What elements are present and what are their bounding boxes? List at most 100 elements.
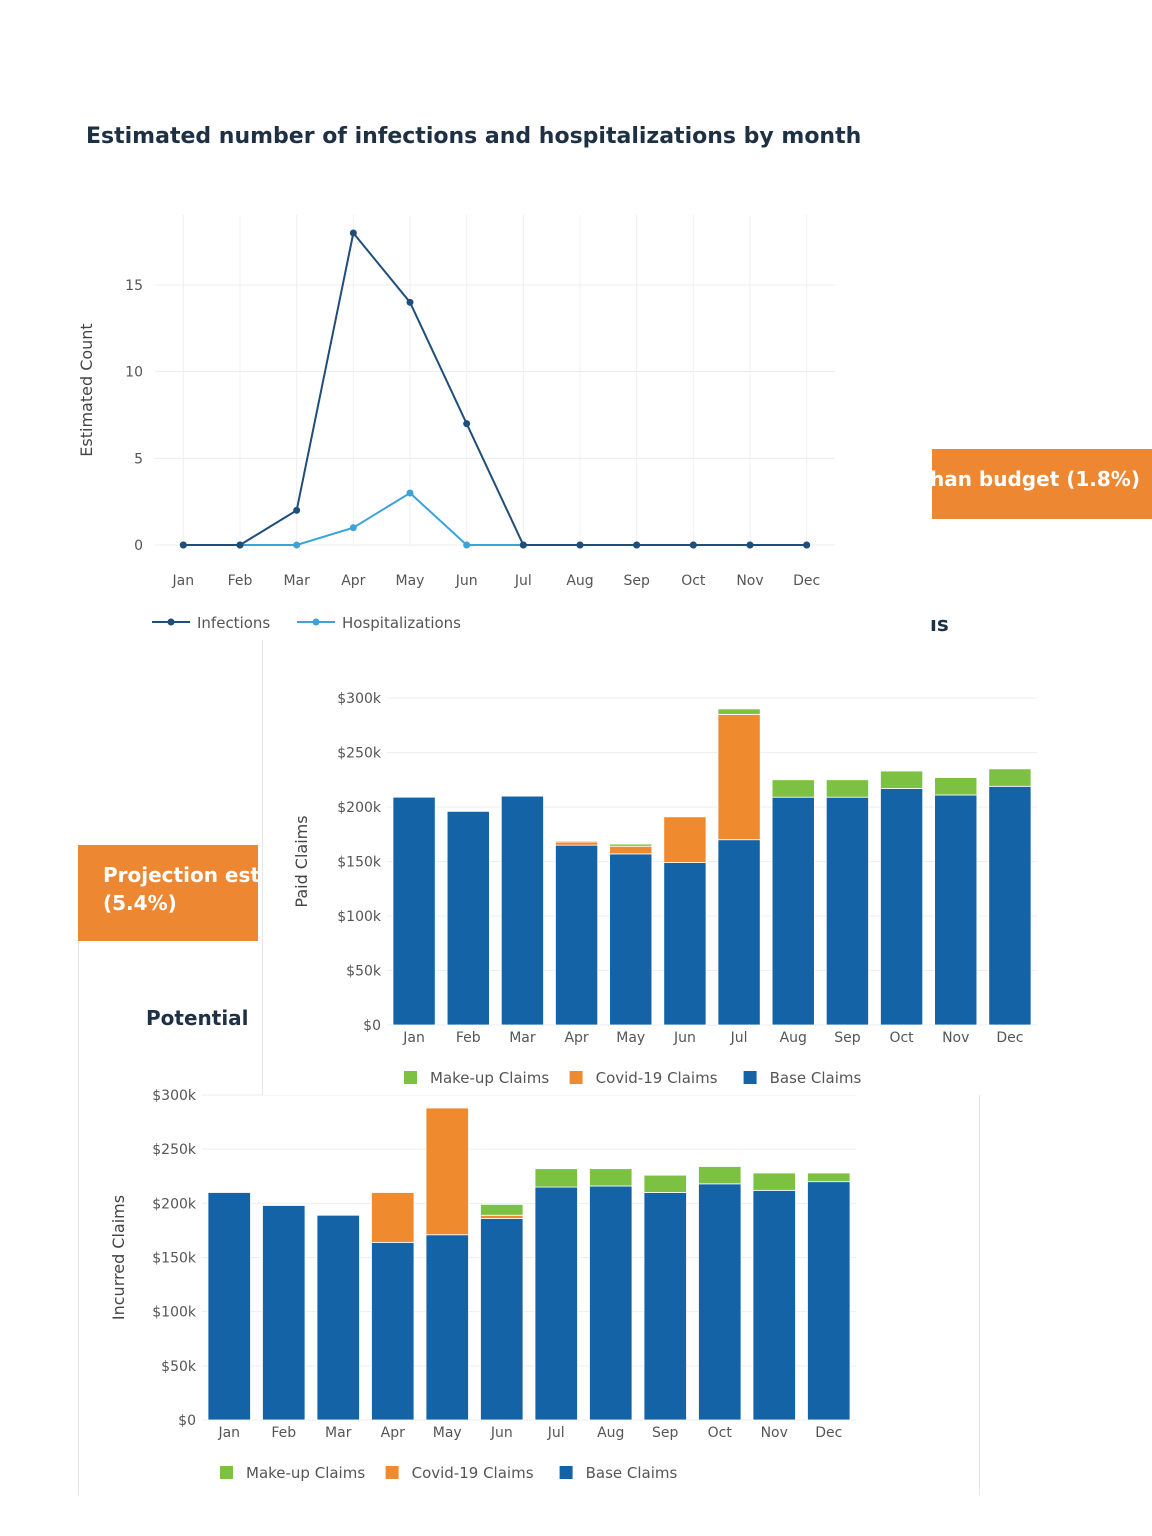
legend-marker-infections: [167, 618, 175, 626]
x-tick-label: Mar: [325, 1425, 352, 1441]
bar-base-claims-apr: [555, 844, 599, 1026]
x-tick-label: Dec: [815, 1425, 842, 1441]
legend-label-infections: Infections: [197, 614, 270, 632]
data-point-infections: [293, 506, 301, 514]
y-tick-label: $100k: [152, 1305, 197, 1321]
bar-base-claims-aug: [589, 1185, 633, 1421]
data-point-hospitalizations: [293, 541, 301, 549]
legend-label-covid-19-claims: Covid-19 Claims: [412, 1464, 534, 1482]
bar-base-claims-sep: [643, 1192, 687, 1421]
bar-base-claims-dec: [988, 785, 1032, 1026]
bar-make-up-claims-apr: [555, 840, 599, 843]
x-tick-label: Oct: [889, 1030, 914, 1046]
y-tick-label: $0: [178, 1413, 196, 1429]
x-tick-label: Aug: [597, 1425, 624, 1441]
bar-make-up-claims-dec: [807, 1172, 851, 1183]
bar-make-up-claims-jun: [480, 1204, 524, 1216]
bar-base-claims-oct: [698, 1183, 742, 1421]
y-tick-label: $250k: [337, 746, 382, 762]
legend-swatch-make-up-claims: [404, 1071, 417, 1084]
y-tick-label: $200k: [337, 800, 382, 816]
y-tick-label: $150k: [152, 1251, 197, 1267]
data-point-infections: [519, 541, 527, 549]
data-point-infections: [746, 541, 754, 549]
legend-swatch-base-claims: [743, 1071, 757, 1084]
bar-base-claims-mar: [500, 795, 544, 1026]
x-tick-label: May: [433, 1425, 462, 1441]
x-tick-label: Jun: [490, 1425, 513, 1441]
bar-make-up-claims-oct: [880, 770, 924, 789]
bar-make-up-claims-sep: [825, 779, 869, 798]
x-tick-label: Mar: [283, 573, 310, 589]
y-tick-label: $50k: [346, 964, 382, 980]
budget-banner-right-text: han budget (1.8%): [932, 467, 1140, 491]
projection-banner-left-line1: Projection esti: [103, 863, 258, 887]
x-tick-label: Dec: [793, 573, 820, 589]
bar-make-up-claims-oct: [698, 1166, 742, 1185]
x-tick-label: Jul: [730, 1030, 748, 1046]
bar-make-up-claims-aug: [771, 779, 815, 798]
data-point-hospitalizations: [349, 524, 357, 532]
x-tick-label: Jan: [217, 1425, 240, 1441]
y-tick-label: 0: [134, 538, 143, 554]
bar-make-up-claims-nov: [752, 1172, 796, 1191]
legend-swatch-covid-19-claims: [385, 1466, 399, 1479]
y-tick-label: 10: [125, 365, 143, 381]
bar-base-claims-jan: [392, 796, 436, 1026]
x-tick-label: Apr: [381, 1425, 405, 1441]
projection-banner-left-line2: (5.4%): [103, 891, 177, 915]
data-point-infections: [689, 541, 697, 549]
bar-make-up-claims-jul: [534, 1168, 578, 1188]
x-tick-label: Apr: [564, 1030, 588, 1046]
y-tick-label: $250k: [152, 1142, 197, 1158]
y-tick-label: $300k: [152, 1088, 197, 1104]
x-tick-label: Oct: [681, 573, 706, 589]
y-tick-label: $50k: [161, 1359, 197, 1375]
x-tick-label: May: [396, 573, 425, 589]
data-point-infections: [633, 541, 641, 549]
bar-make-up-claims-sep: [643, 1174, 687, 1193]
x-tick-label: Jul: [514, 573, 532, 589]
bar-base-claims-dec: [807, 1181, 851, 1421]
bar-make-up-claims-nov: [934, 777, 978, 796]
bar-base-claims-jun: [480, 1218, 524, 1421]
bar-make-up-claims-may: [609, 843, 653, 847]
data-point-infections: [463, 420, 471, 428]
bar-base-claims-may: [609, 853, 653, 1026]
bar-base-claims-aug: [771, 796, 815, 1026]
legend-swatch-base-claims: [559, 1466, 573, 1479]
x-tick-label: Jul: [547, 1425, 565, 1441]
data-point-infections: [349, 229, 357, 237]
data-point-infections: [803, 541, 811, 549]
legend-marker-hospitalizations: [312, 618, 320, 626]
y-tick-label: 15: [125, 278, 143, 294]
y-tick-label: $200k: [152, 1196, 197, 1212]
x-tick-label: Jun: [673, 1030, 696, 1046]
legend-label-make-up-claims: Make-up Claims: [246, 1464, 365, 1482]
bar-make-up-claims-jul: [717, 708, 761, 715]
x-tick-label: Aug: [566, 573, 593, 589]
bar-base-claims-feb: [262, 1205, 306, 1421]
x-tick-label: Mar: [509, 1030, 536, 1046]
bar-base-claims-mar: [316, 1214, 360, 1421]
y-tick-label: 5: [134, 451, 143, 467]
x-tick-label: May: [616, 1030, 645, 1046]
infections-chart-panel: [60, 100, 930, 640]
legend-label-covid-19-claims: Covid-19 Claims: [596, 1069, 718, 1087]
data-point-infections: [179, 541, 187, 549]
legend-swatch-make-up-claims: [220, 1466, 233, 1479]
bar-covid-19-claims-apr: [371, 1192, 415, 1243]
x-tick-label: Nov: [761, 1425, 788, 1441]
x-tick-label: Oct: [708, 1425, 733, 1441]
section-heading-fragment-left: Potential: [146, 1006, 256, 1036]
projection-banner-left: Projection esti (5.4%): [78, 845, 258, 941]
bar-covid-19-claims-jun: [663, 816, 707, 863]
x-tick-label: Sep: [652, 1425, 679, 1441]
bar-base-claims-oct: [880, 788, 924, 1026]
x-tick-label: Jun: [455, 573, 478, 589]
x-tick-label: Aug: [780, 1030, 807, 1046]
bar-base-claims-apr: [371, 1241, 415, 1421]
